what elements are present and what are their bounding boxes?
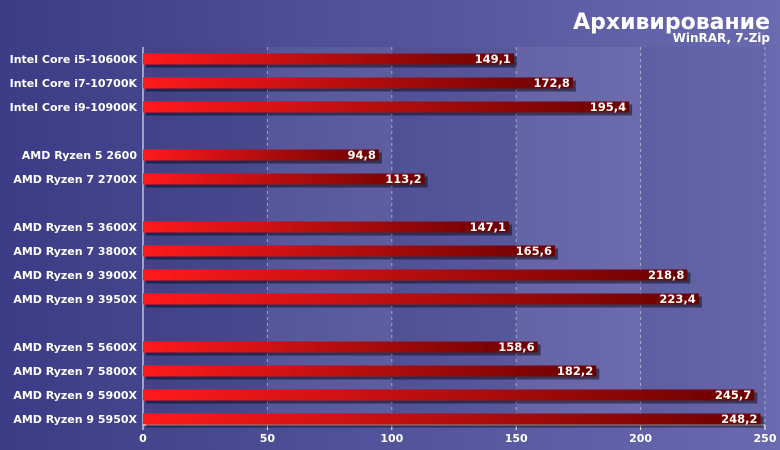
category-label: AMD Ryzen 5 5600X (13, 341, 137, 354)
x-tick-label: 250 (754, 432, 777, 445)
category-label: AMD Ryzen 9 5900X (13, 389, 137, 402)
category-label: Intel Core i7-10700K (10, 77, 138, 90)
bar (143, 53, 514, 65)
category-label: Intel Core i5-10600K (10, 53, 138, 66)
data-label: 158,6 (498, 340, 534, 354)
bar (143, 173, 425, 185)
data-label: 248,2 (721, 412, 757, 426)
data-label: 94,8 (347, 148, 375, 162)
data-label: 172,8 (534, 76, 570, 90)
category-label: AMD Ryzen 7 2700X (13, 173, 137, 186)
x-tick-label: 0 (139, 432, 147, 445)
bar (143, 365, 597, 377)
plot-band (641, 47, 765, 425)
category-label: AMD Ryzen 9 5950X (13, 413, 137, 426)
data-label: 165,6 (516, 244, 552, 258)
x-axis: 0 50 100 150 200 250 (139, 47, 777, 445)
bar (143, 389, 755, 401)
data-label: 195,4 (590, 100, 626, 114)
x-tick-label: 50 (260, 432, 276, 445)
x-tick-label: 200 (629, 432, 652, 445)
category-label: AMD Ryzen 5 2600 (22, 149, 138, 162)
data-label: 182,2 (557, 364, 593, 378)
data-label: 147,1 (470, 220, 506, 234)
bar (143, 413, 761, 425)
data-label: 223,4 (659, 292, 695, 306)
category-label: AMD Ryzen 7 5800X (13, 365, 137, 378)
bar (143, 293, 699, 305)
data-label: 149,1 (475, 52, 511, 66)
x-tick-label: 100 (380, 432, 403, 445)
bar (143, 245, 556, 257)
category-label: AMD Ryzen 9 3900X (13, 269, 137, 282)
bar (143, 221, 509, 233)
chart-subtitle: WinRAR, 7-Zip (673, 31, 771, 45)
data-label: 245,7 (715, 388, 751, 402)
bar (143, 341, 538, 353)
bar (143, 269, 688, 281)
data-label: 113,2 (385, 172, 421, 186)
category-label: AMD Ryzen 7 3800X (13, 245, 137, 258)
bars: Intel Core i5-10600K 149,1 Intel Core i7-1… (10, 52, 764, 428)
category-label: AMD Ryzen 5 3600X (13, 221, 137, 234)
chart-title: Архивирование (573, 10, 770, 35)
bar (143, 101, 630, 113)
data-label: 218,8 (648, 268, 684, 282)
category-label: AMD Ryzen 9 3950X (13, 293, 137, 306)
bar (143, 149, 379, 161)
x-tick-label: 150 (505, 432, 528, 445)
category-label: Intel Core i9-10900K (10, 101, 138, 114)
bar (143, 77, 573, 89)
